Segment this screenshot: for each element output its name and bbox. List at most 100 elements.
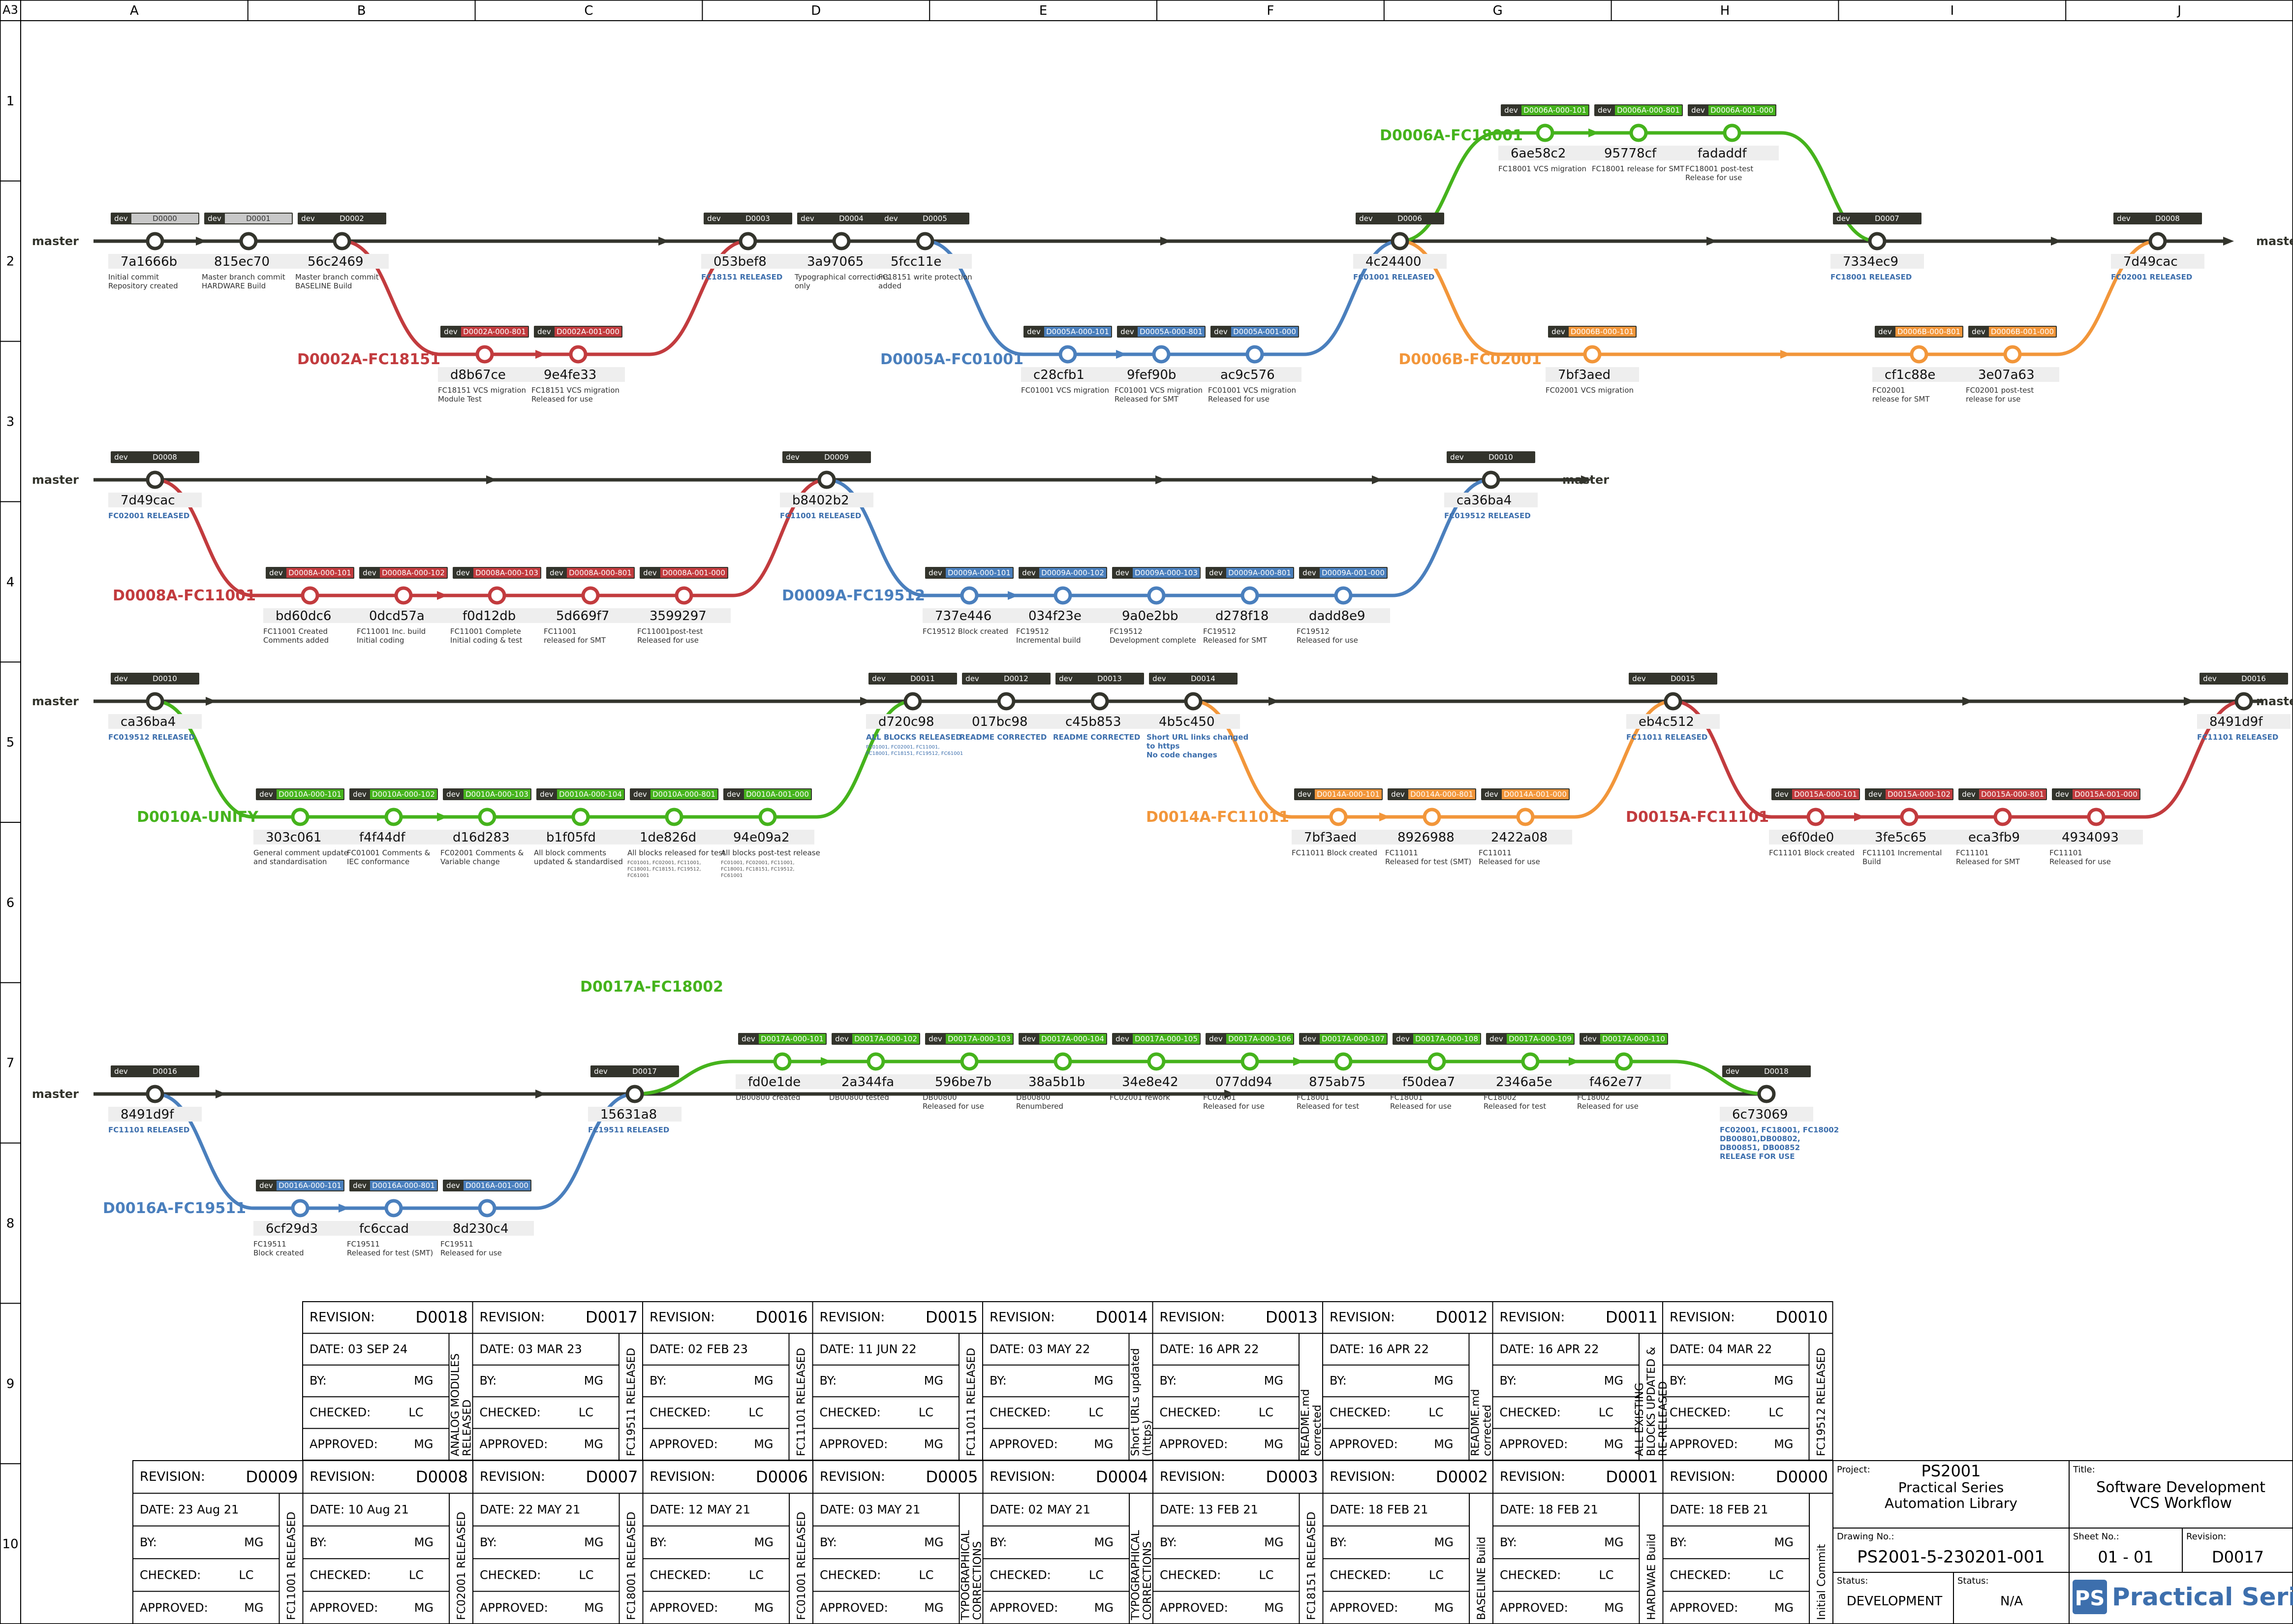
commit-38a5b1b: dev D0017A-000-104 38a5b1b DB00800Renumbere… <box>1016 1033 1110 1111</box>
tag-dev: dev <box>1209 1034 1223 1043</box>
hash-box <box>1577 1074 1671 1089</box>
tag-name: D0000 <box>153 214 177 223</box>
col-label: C <box>584 3 593 18</box>
commit-4934093: dev D0015A-001-000 4934093 FC11101Released … <box>2049 788 2143 866</box>
commit-hash: d8b67ce <box>450 368 506 382</box>
rev-approved-label: APPROVED: <box>310 1601 378 1615</box>
branch-curve <box>1673 699 1772 819</box>
commit-hash: 7d49cac <box>121 493 175 508</box>
tag-dev: dev <box>643 568 657 577</box>
commit-node <box>1058 345 1077 364</box>
commit-node <box>1240 1052 1259 1071</box>
commit-f462e77: dev D0017A-000-110 f462e77 FC18002Released … <box>1577 1033 1671 1111</box>
flow-arrow <box>535 1090 546 1098</box>
rev-checked: LC <box>1429 1568 1444 1582</box>
rev-date: DATE: 04 MAR 22 <box>1670 1342 1772 1356</box>
revision-D0000: REVISION: D0000 DATE: 18 FEB 21 BY: MG CHECKE… <box>1662 1460 1833 1624</box>
tag-name: D0010A-000-103 <box>465 790 528 799</box>
project-line: Practical Series <box>1898 1479 2004 1496</box>
rev-desc: CORRECTIONS <box>1142 1541 1154 1620</box>
commit-0dcd57a: dev D0008A-000-102 0dcd57a FC11001 Inc. bui… <box>357 567 450 645</box>
rev-label: REVISION: <box>820 1310 885 1325</box>
commit-3599297: dev D0008A-001-000 3599297 FC11001post-test… <box>637 567 731 645</box>
rev-by: MG <box>1264 1374 1283 1388</box>
hash-box <box>1830 254 1924 269</box>
commit-dadd8e9: dev D0009A-001-000 dadd8e9 FC19512Released … <box>1297 567 1390 645</box>
rev-desc: corrected <box>1311 1405 1324 1456</box>
tag-name: D0002A-000-801 <box>463 327 526 336</box>
branch-name: D0005A-FC01001 <box>880 351 1023 368</box>
commit-hash: 6c73069 <box>1732 1107 1788 1122</box>
rev-desc: TYPOGRAPHICAL <box>960 1530 972 1621</box>
rev-checked-label: CHECKED: <box>310 1405 371 1419</box>
revision-D0018: REVISION: D0018 DATE: 03 SEP 24 BY: MG CHECKE… <box>302 1301 474 1461</box>
commit-hash: 9a0e2bb <box>1122 609 1178 624</box>
commit-note: Released for SMT <box>1956 857 2020 866</box>
rev-approved: MG <box>924 1601 943 1615</box>
commit-hash: fc6ccad <box>359 1221 409 1236</box>
commit-hash: 3a97065 <box>807 254 864 269</box>
tag-dev: dev <box>965 674 979 683</box>
rev-by: MG <box>1604 1535 1623 1549</box>
tag-fill <box>277 789 343 799</box>
commit-hash: d278f18 <box>1215 609 1269 624</box>
tag-name: D0010A-000-801 <box>652 790 715 799</box>
commit-b8402b2: dev D0009 b8402b2 FC11001 RELEASED <box>780 451 873 520</box>
rev-approved: MG <box>924 1437 943 1451</box>
commit-f0d12db: dev D0008A-000-103 f0d12db FC11001 Complete… <box>450 567 544 645</box>
commit-hash: 053bef8 <box>713 254 767 269</box>
tag-fill <box>1743 1066 1810 1076</box>
branch-curve <box>1399 239 1499 356</box>
branch-name: D0008A-FC11001 <box>113 587 256 604</box>
tag-dev: dev <box>550 568 563 577</box>
tag-fill <box>464 1181 530 1190</box>
rev-checked-label: CHECKED: <box>140 1568 201 1582</box>
tag-dev: dev <box>835 1034 849 1043</box>
commit-8491d9f: dev D0016 8491d9f FC11101 RELEASED <box>108 1065 202 1134</box>
commit-node <box>1245 345 1264 364</box>
commit-hash: fadaddf <box>1698 146 1747 161</box>
sheet-no-label: Sheet No.: <box>2073 1531 2119 1542</box>
hash-box <box>960 714 1053 729</box>
row-label: 8 <box>6 1217 15 1231</box>
commit-hash: ac9c576 <box>1220 368 1275 382</box>
tag-name: D0008A-000-801 <box>569 568 632 577</box>
tag-dev: dev <box>1116 568 1129 577</box>
flow-arrow <box>1379 812 1390 821</box>
commit-node <box>1334 1052 1353 1071</box>
hash-box <box>438 367 531 382</box>
commit-note: All blocks post-test release <box>721 848 820 857</box>
commit-note: FC02001 rework <box>1110 1093 1170 1102</box>
hash-box <box>780 493 873 507</box>
tag-fill <box>651 789 717 799</box>
commit-note-small: FC18001, FC18151, FC19512, FC61001 <box>866 751 963 756</box>
tag-fill <box>225 214 292 223</box>
commit-node <box>146 232 164 250</box>
commit-note: FC19511 <box>253 1240 286 1249</box>
rev-by: MG <box>1434 1535 1454 1549</box>
hash-box <box>1110 1074 1203 1089</box>
commit-hash: b8402b2 <box>792 493 849 508</box>
tag-name: D0017A-000-105 <box>1135 1034 1198 1043</box>
hash-box <box>1444 493 1538 507</box>
commit-note: Released for test <box>1297 1102 1359 1111</box>
rev-approved: MG <box>1264 1437 1283 1451</box>
tag-dev: dev <box>801 214 814 223</box>
rev-approved: MG <box>1434 1437 1453 1451</box>
commit-e6f0de0: dev D0015A-000-101 e6f0de0 FC11101 Block cr… <box>1769 788 1862 857</box>
tag-name: D0010A-001-000 <box>746 790 809 799</box>
flow-arrow <box>1780 350 1791 359</box>
tag-name: D0005 <box>923 214 947 223</box>
rev-desc: RE-RELEASED <box>1657 1381 1670 1456</box>
commit-node <box>1629 124 1648 142</box>
commit-note: Typographical corrections <box>794 273 889 281</box>
tag-dev: dev <box>1836 214 1850 223</box>
tag-fill <box>131 214 198 223</box>
hash-box <box>1016 608 1110 623</box>
rev-checked-label: CHECKED: <box>1500 1568 1561 1582</box>
hash-box <box>1862 830 1956 844</box>
commit-node <box>239 232 258 250</box>
commit-note: FC11001post-test <box>637 627 703 636</box>
commit-hash: eca3fb9 <box>1968 830 2020 845</box>
